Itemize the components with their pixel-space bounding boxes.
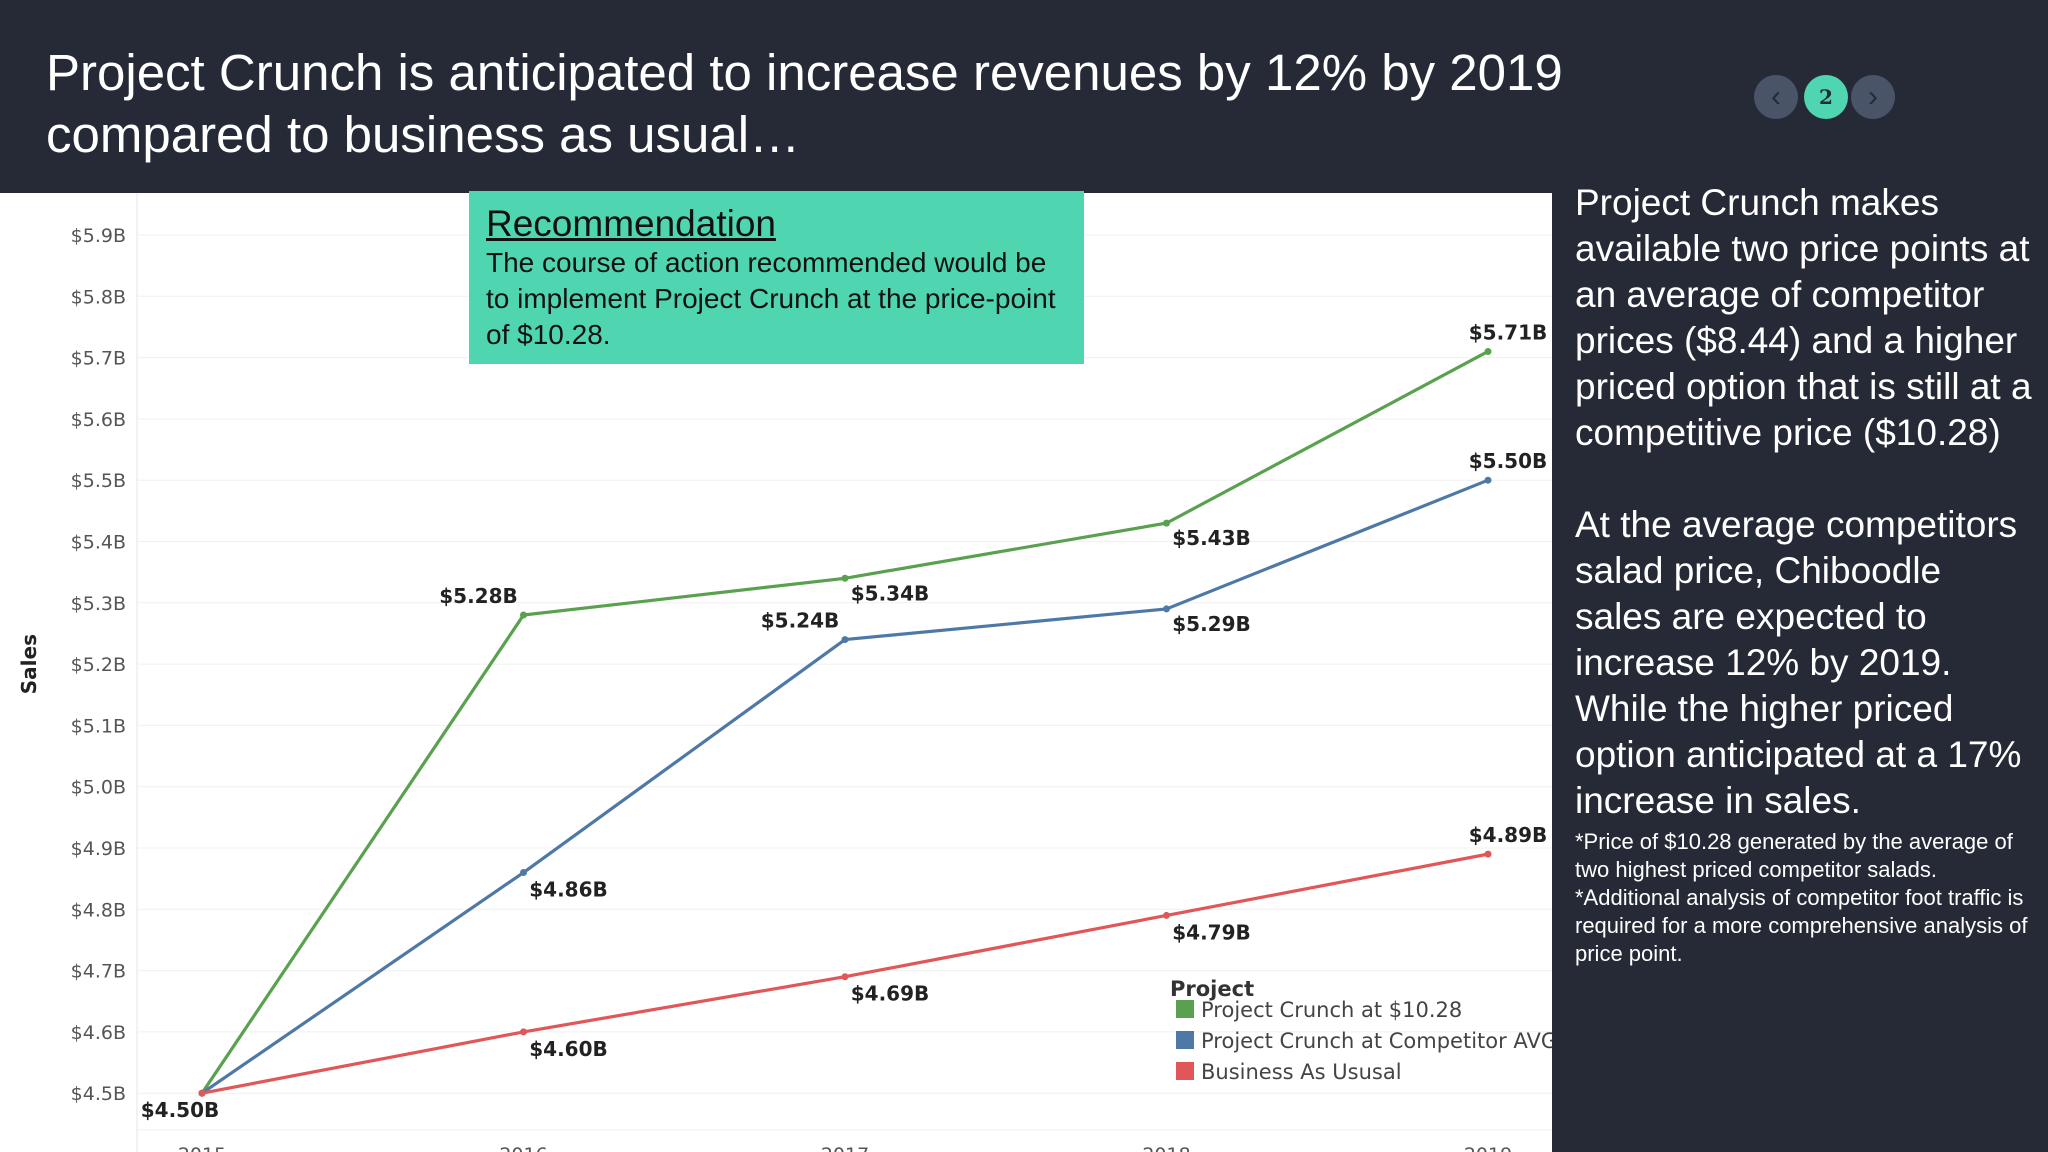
data-point xyxy=(1484,476,1492,484)
data-point xyxy=(520,1028,527,1036)
data-label: $5.29B xyxy=(1172,612,1251,636)
data-label: $4.89B xyxy=(1469,823,1548,847)
data-point xyxy=(841,636,849,644)
data-label: $5.71B xyxy=(1469,320,1548,344)
y-tick-label: $4.6B xyxy=(71,1022,126,1044)
data-point xyxy=(841,574,849,582)
data-point xyxy=(1163,519,1170,527)
recommendation-box: Recommendation The course of action reco… xyxy=(469,191,1084,364)
data-label: $4.69B xyxy=(851,982,930,1006)
data-point xyxy=(1484,347,1492,355)
y-tick-label: $4.5B xyxy=(71,1083,126,1105)
chevron-left-icon: ‹ xyxy=(1771,80,1781,113)
prev-page-button[interactable]: ‹ xyxy=(1754,75,1798,119)
recommendation-title: Recommendation xyxy=(486,203,776,244)
page-number: 2 xyxy=(1819,85,1833,109)
x-tick-label: 2019 xyxy=(1464,1144,1512,1152)
data-label: $4.60B xyxy=(529,1037,608,1061)
data-label: $4.86B xyxy=(529,878,608,902)
x-tick-label: 2017 xyxy=(821,1144,869,1152)
data-point xyxy=(1484,850,1492,858)
data-point xyxy=(198,1089,206,1097)
sales-line-chart: $4.5B $4.6B $4.7B $4.8B $4.9B $5.0B $5.1B $5.2B… xyxy=(17,193,1552,1152)
x-tick-label: 2016 xyxy=(499,1144,547,1152)
data-label: $5.34B xyxy=(851,581,930,605)
right-panel: Project Crunch makes available two price… xyxy=(1575,180,2035,968)
y-tick-label: $5.5B xyxy=(71,470,126,492)
y-tick-label: $4.9B xyxy=(71,838,126,860)
chevron-right-icon: › xyxy=(1868,80,1878,113)
legend-item: Business As Ususal xyxy=(1201,1060,1402,1084)
series-line-0 xyxy=(200,350,1489,1095)
data-label: $5.50B xyxy=(1469,449,1548,473)
data-point xyxy=(1163,911,1170,919)
data-label: $5.43B xyxy=(1172,526,1251,550)
x-tick-label: 2018 xyxy=(1142,1144,1190,1152)
data-label: $4.50B xyxy=(141,1098,220,1122)
recommendation-body: The course of action recommended would b… xyxy=(486,247,1056,350)
legend-item: Project Crunch at Competitor AVG xyxy=(1201,1029,1552,1053)
legend-item: Project Crunch at $10.28 xyxy=(1201,998,1462,1022)
x-tick-label: 2015 xyxy=(178,1144,226,1152)
current-page-indicator[interactable]: 2 xyxy=(1804,75,1848,119)
y-tick-label: $5.8B xyxy=(71,286,126,308)
data-label: $5.24B xyxy=(761,609,840,633)
footnote-price: *Price of $10.28 generated by the averag… xyxy=(1575,829,2013,882)
y-tick-label: $5.7B xyxy=(71,348,126,370)
page-title: Project Crunch is anticipated to increas… xyxy=(46,44,1563,163)
header: Project Crunch is anticipated to increas… xyxy=(0,0,2048,193)
legend-swatch xyxy=(1176,1062,1194,1080)
y-tick-label: $5.9B xyxy=(71,225,126,247)
y-tick-label: $5.6B xyxy=(71,409,126,431)
y-tick-label: $5.3B xyxy=(71,593,126,615)
data-point xyxy=(1163,605,1170,613)
data-label: $4.79B xyxy=(1172,920,1251,944)
y-tick-label: $4.7B xyxy=(71,961,126,983)
y-tick-label: $5.1B xyxy=(71,715,126,737)
paragraph-price-points: Project Crunch makes available two price… xyxy=(1575,182,2032,453)
next-page-button[interactable]: › xyxy=(1851,75,1895,119)
y-tick-label: $5.0B xyxy=(71,777,126,799)
data-label: $5.28B xyxy=(439,584,518,608)
legend-swatch xyxy=(1176,1031,1194,1049)
y-axis-label: Sales xyxy=(17,634,41,694)
data-point xyxy=(520,611,527,619)
footnote-analysis: *Additional analysis of competitor foot … xyxy=(1575,885,2028,966)
y-tick-label: $5.2B xyxy=(71,654,126,676)
legend-swatch xyxy=(1176,1000,1194,1018)
data-point xyxy=(520,869,527,877)
paragraph-sales-increase: At the average competitors salad price, … xyxy=(1575,504,2022,821)
legend-title: Project xyxy=(1170,977,1254,1001)
data-point xyxy=(841,973,849,981)
y-tick-label: $4.8B xyxy=(71,899,126,921)
y-tick-label: $5.4B xyxy=(71,532,126,554)
